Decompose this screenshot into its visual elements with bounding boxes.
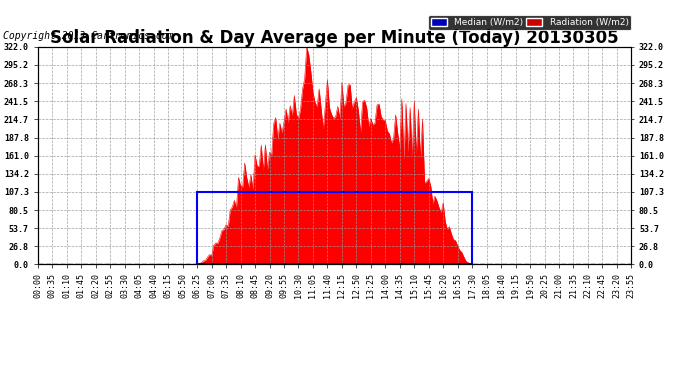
Bar (197, 192, 472, 264)
Text: Copyright 2013 Cartronics.com: Copyright 2013 Cartronics.com (3, 32, 174, 41)
Legend: Median (W/m2), Radiation (W/m2): Median (W/m2), Radiation (W/m2) (428, 15, 631, 30)
Title: Solar Radiation & Day Average per Minute (Today) 20130305: Solar Radiation & Day Average per Minute… (50, 29, 619, 47)
